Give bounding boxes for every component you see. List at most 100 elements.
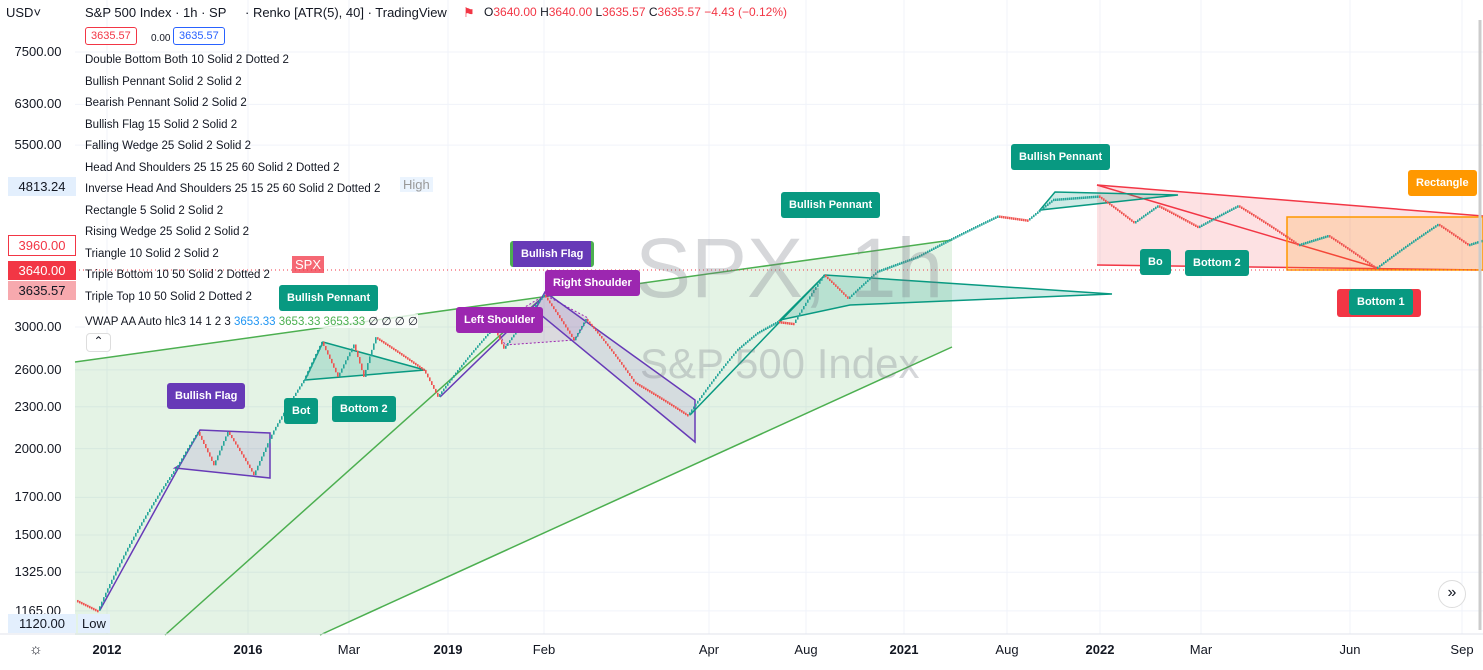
renko-brick-up bbox=[143, 518, 145, 523]
alert-price-tag[interactable]: 3960.00 bbox=[8, 235, 76, 256]
renko-brick-up bbox=[315, 354, 317, 359]
renko-brick-up bbox=[729, 358, 731, 361]
renko-brick-down bbox=[783, 321, 785, 325]
renko-brick-up bbox=[905, 260, 907, 263]
indicator-legend-item[interactable]: Rectangle 5 Solid 2 Solid 2 bbox=[85, 204, 224, 217]
renko-brick-down bbox=[1165, 208, 1167, 211]
collapse-legend-button[interactable]: ⌃ bbox=[86, 333, 111, 352]
pattern-label[interactable]: Bo bbox=[1140, 249, 1171, 275]
pattern-label[interactable]: Bot bbox=[284, 398, 319, 424]
renko-brick-down bbox=[435, 388, 437, 393]
indicator-legend-item[interactable]: Rising Wedge 25 Solid 2 Solid 2 bbox=[85, 226, 250, 238]
pattern-label[interactable]: Bullish Flag bbox=[510, 241, 595, 267]
renko-brick-up bbox=[165, 483, 167, 487]
renko-brick-down bbox=[843, 292, 845, 295]
renko-brick-up bbox=[1431, 227, 1433, 231]
pattern-label[interactable]: Bullish Pennant bbox=[781, 192, 881, 218]
indicator-legend-item[interactable]: Triangle 10 Solid 2 Solid 2 bbox=[85, 247, 219, 260]
pennant-pole-2 bbox=[689, 274, 826, 416]
renko-brick-down bbox=[587, 319, 589, 322]
renko-brick-down bbox=[555, 309, 557, 313]
renko-brick-up bbox=[799, 312, 801, 317]
renko-brick-up bbox=[575, 336, 577, 341]
pattern-label[interactable]: Rectangle bbox=[1408, 170, 1477, 196]
pattern-label[interactable]: Bullish Flag bbox=[167, 383, 246, 409]
renko-brick-up bbox=[959, 234, 961, 237]
pattern-label[interactable]: Bullish Pennant bbox=[279, 285, 379, 311]
renko-brick-up bbox=[1475, 241, 1477, 245]
indicator-legend-item[interactable]: Head And Shoulders 25 15 25 60 Solid 2 D… bbox=[85, 161, 340, 174]
renko-brick-up bbox=[929, 249, 931, 253]
flag-icon[interactable]: ⚑ bbox=[463, 5, 475, 20]
renko-brick-down bbox=[599, 333, 601, 337]
indicator-legend-item[interactable]: Falling Wedge 25 Solid 2 Solid 2 bbox=[85, 140, 252, 152]
renko-brick-down bbox=[81, 601, 83, 605]
wedge-lower-line bbox=[319, 346, 953, 636]
vwap-legend[interactable]: VWAP AA Auto hlc3 14 1 2 3 3653.33 3653.… bbox=[85, 314, 418, 328]
renko-brick-down bbox=[685, 412, 687, 416]
renko-brick-up bbox=[773, 323, 775, 326]
pattern-label[interactable]: Bottom 1 bbox=[1349, 289, 1413, 315]
renko-brick-down bbox=[379, 338, 381, 341]
renko-brick-down bbox=[1111, 204, 1113, 207]
pattern-label[interactable]: Bullish Pennant bbox=[1011, 144, 1111, 170]
scroll-to-realtime-button[interactable]: » bbox=[1438, 580, 1466, 608]
renko-brick-up bbox=[1411, 241, 1413, 245]
renko-brick-up bbox=[977, 225, 979, 228]
indicator-legend-item[interactable]: Inverse Head And Shoulders 25 15 25 60 S… bbox=[85, 183, 381, 195]
renko-brick-up bbox=[849, 296, 851, 299]
indicator-legend-item[interactable]: Bullish Flag 15 Solid 2 Solid 2 bbox=[85, 118, 238, 131]
renko-brick-up bbox=[689, 412, 691, 416]
indicator-legend-item[interactable]: Triple Top 10 50 Solid 2 Dotted 2 bbox=[85, 290, 252, 303]
renko-brick-down bbox=[1351, 249, 1353, 253]
renko-brick-up bbox=[1413, 240, 1415, 243]
renko-brick-up bbox=[111, 579, 113, 584]
pattern-label[interactable]: Left Shoulder bbox=[456, 307, 543, 333]
renko-brick-up bbox=[899, 262, 901, 266]
time-tick: 2012 bbox=[92, 642, 122, 657]
renko-brick-up bbox=[541, 297, 543, 300]
renko-brick-up bbox=[867, 279, 869, 283]
renko-brick-down bbox=[329, 354, 331, 359]
renko-brick-up bbox=[175, 468, 177, 472]
renko-brick-up bbox=[173, 471, 175, 475]
renko-brick-up bbox=[341, 368, 343, 373]
renko-brick-up bbox=[281, 416, 283, 420]
renko-brick-down bbox=[627, 370, 629, 374]
price-tick: 2300.00 bbox=[14, 398, 62, 414]
renko-brick-up bbox=[737, 348, 739, 352]
renko-brick-up bbox=[1299, 243, 1301, 247]
renko-brick-up bbox=[983, 222, 985, 225]
indicator-legend-item[interactable]: Double Bottom Both 10 Solid 2 Dotted 2 bbox=[85, 54, 289, 66]
buy-button[interactable]: 3635.57 bbox=[173, 27, 225, 45]
renko-brick-down bbox=[1285, 234, 1287, 238]
sell-button[interactable]: 3635.57 bbox=[85, 27, 137, 45]
renko-brick-up bbox=[1425, 231, 1427, 235]
renko-brick-up bbox=[535, 304, 537, 308]
renko-brick-up bbox=[451, 377, 453, 381]
renko-brick-down bbox=[383, 341, 385, 344]
renko-brick-up bbox=[971, 228, 973, 231]
renko-brick-down bbox=[1449, 230, 1451, 234]
renko-brick-up bbox=[699, 397, 701, 401]
renko-brick-up bbox=[303, 380, 305, 384]
pattern-label[interactable]: Bottom 2 bbox=[1185, 250, 1249, 276]
currency-selector[interactable]: USD˅ bbox=[6, 5, 42, 20]
pattern-label[interactable]: Right Shoulder bbox=[545, 270, 640, 296]
indicator-legend-item[interactable]: Triple Bottom 10 50 Solid 2 Dotted 2 bbox=[85, 269, 270, 281]
pattern-label[interactable]: Bottom 2 bbox=[332, 396, 396, 422]
renko-brick-down bbox=[641, 385, 643, 388]
renko-brick-up bbox=[1079, 196, 1081, 200]
renko-brick-down bbox=[1001, 215, 1003, 219]
renko-brick-down bbox=[239, 447, 241, 452]
settings-sun-icon[interactable]: ☼ bbox=[29, 641, 43, 658]
renko-brick-down bbox=[603, 338, 605, 342]
renko-brick-down bbox=[565, 324, 567, 328]
renko-brick-up bbox=[317, 349, 319, 355]
renko-brick-down bbox=[91, 606, 93, 610]
renko-brick-up bbox=[855, 290, 857, 294]
indicator-legend-item[interactable]: Bearish Pennant Solid 2 Solid 2 bbox=[85, 97, 247, 109]
indicator-legend-item[interactable]: Bullish Pennant Solid 2 Solid 2 bbox=[85, 75, 242, 88]
low-price-tag: 1120.00 bbox=[8, 614, 76, 633]
symbol-title[interactable]: S&P 500 Index · 1h · SP bbox=[85, 5, 227, 20]
